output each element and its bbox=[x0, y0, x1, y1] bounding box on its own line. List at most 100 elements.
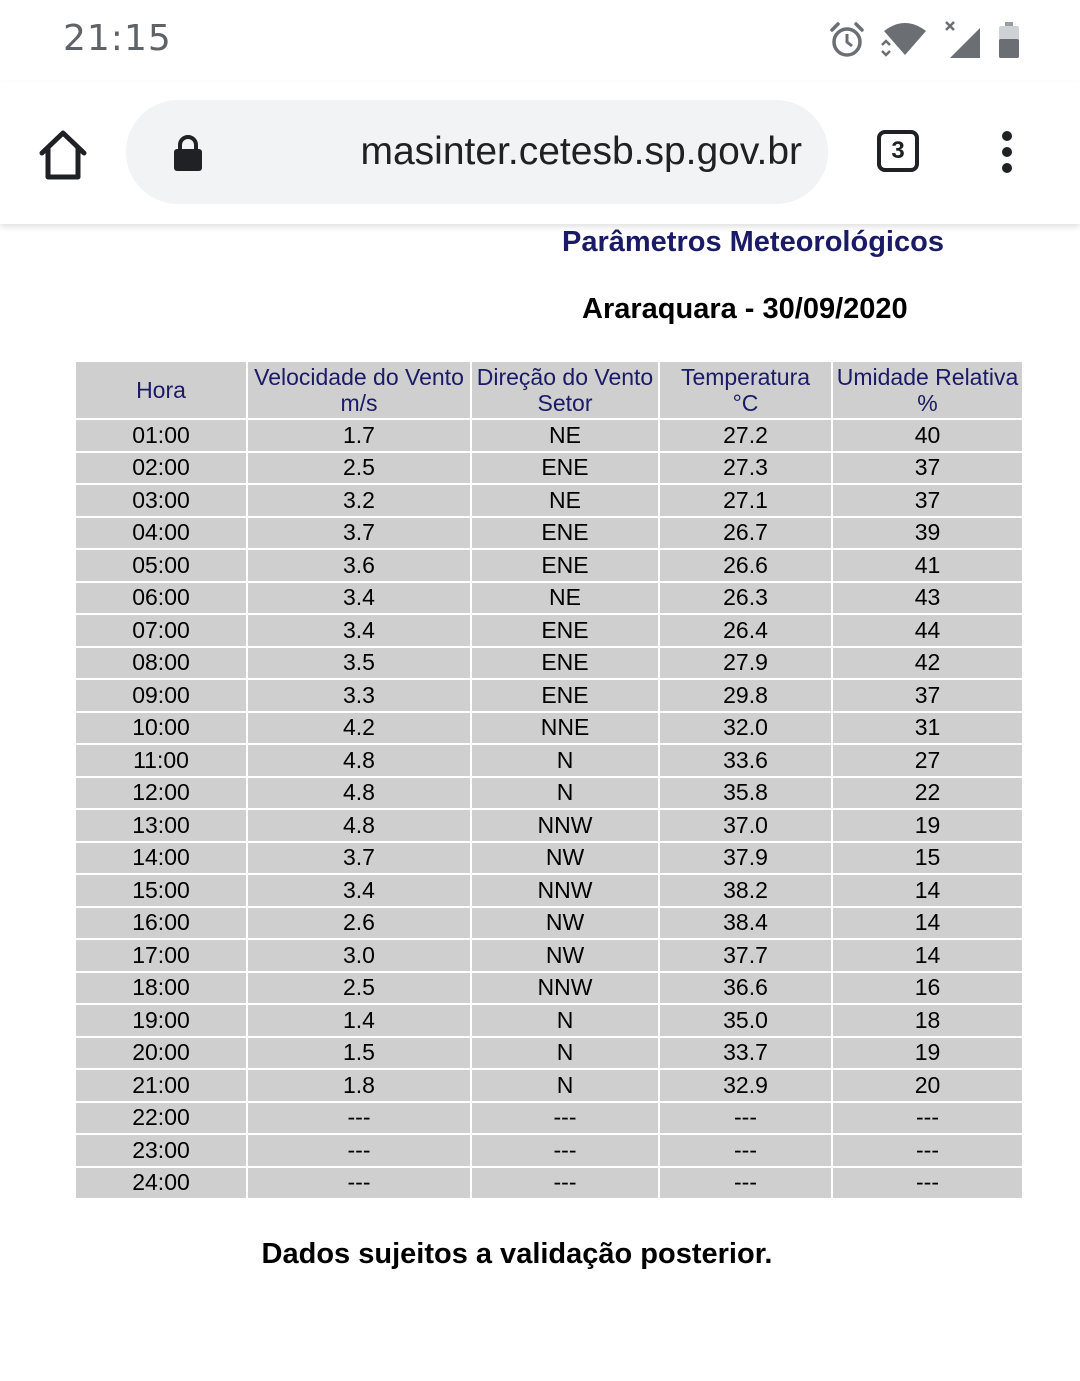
table-cell-wind-direction: N bbox=[472, 1005, 658, 1036]
table-cell-wind-direction: ENE bbox=[472, 452, 658, 483]
table-cell-temperature: 27.9 bbox=[660, 647, 831, 678]
table-cell-temperature: 38.4 bbox=[660, 907, 831, 938]
table-cell-relative-humidity: 14 bbox=[833, 907, 1022, 938]
table-row: 23:00 --- --- --- --- bbox=[76, 1135, 1022, 1166]
table-row: 21:00 1.8 N 32.9 20 bbox=[76, 1070, 1022, 1101]
column-header-label: Velocidade do Vento bbox=[254, 364, 464, 390]
table-cell-relative-humidity: 16 bbox=[833, 972, 1022, 1003]
table-cell-wind-speed: 1.7 bbox=[248, 420, 470, 451]
table-cell-wind-direction: N bbox=[472, 777, 658, 808]
table-cell-relative-humidity: 31 bbox=[833, 712, 1022, 743]
column-header-label: Umidade Relativa bbox=[836, 364, 1019, 390]
table-cell-hora: 01:00 bbox=[76, 420, 246, 451]
table-cell-wind-speed: 3.4 bbox=[248, 582, 470, 613]
column-header-wind-direction: Direção do Vento Setor bbox=[472, 362, 658, 418]
table-cell-hora: 07:00 bbox=[76, 615, 246, 646]
status-bar: 21:15 bbox=[0, 0, 1080, 82]
page-title: Parâmetros Meteorológicos bbox=[562, 226, 944, 258]
table-cell-hora: 20:00 bbox=[76, 1037, 246, 1068]
table-cell-hora: 06:00 bbox=[76, 582, 246, 613]
table-cell-hora: 24:00 bbox=[76, 1167, 246, 1198]
table-cell-wind-speed: 4.8 bbox=[248, 777, 470, 808]
overflow-menu-button[interactable] bbox=[990, 130, 1024, 176]
table-cell-wind-speed: 1.4 bbox=[248, 1005, 470, 1036]
table-cell-hora: 04:00 bbox=[76, 517, 246, 548]
table-row: 06:00 3.4 NE 26.3 43 bbox=[76, 582, 1022, 613]
table-cell-hora: 17:00 bbox=[76, 940, 246, 971]
table-cell-hora: 14:00 bbox=[76, 842, 246, 873]
cell-signal-icon bbox=[944, 20, 984, 60]
table-cell-relative-humidity: --- bbox=[833, 1102, 1022, 1133]
table-cell-temperature: 27.3 bbox=[660, 452, 831, 483]
table-cell-temperature: 27.2 bbox=[660, 420, 831, 451]
column-header-label: Hora bbox=[136, 377, 186, 403]
url-value: sistemasinter.cetesb.sp.gov.br bbox=[362, 130, 802, 173]
table-row: 01:00 1.7 NE 27.2 40 bbox=[76, 420, 1022, 451]
table-cell-wind-speed: 3.2 bbox=[248, 485, 470, 516]
table-row: 22:00 --- --- --- --- bbox=[76, 1102, 1022, 1133]
tab-switcher-button[interactable]: 3 bbox=[877, 130, 919, 172]
table-cell-relative-humidity: 42 bbox=[833, 647, 1022, 678]
table-cell-hora: 22:00 bbox=[76, 1102, 246, 1133]
table-cell-wind-speed: 4.8 bbox=[248, 745, 470, 776]
home-button[interactable] bbox=[34, 127, 92, 183]
column-header-hora: Hora bbox=[76, 362, 246, 418]
table-cell-temperature: 33.6 bbox=[660, 745, 831, 776]
table-cell-wind-speed: 1.8 bbox=[248, 1070, 470, 1101]
table-row: 16:00 2.6 NW 38.4 14 bbox=[76, 907, 1022, 938]
table-row: 18:00 2.5 NNW 36.6 16 bbox=[76, 972, 1022, 1003]
table-cell-wind-direction: --- bbox=[472, 1135, 658, 1166]
column-header-unit: °C bbox=[732, 390, 759, 416]
table-cell-wind-direction: ENE bbox=[472, 647, 658, 678]
table-cell-wind-direction: N bbox=[472, 745, 658, 776]
table-cell-temperature: 29.8 bbox=[660, 680, 831, 711]
url-text[interactable]: sistemasinter.cetesb.sp.gov.br bbox=[362, 100, 802, 204]
table-cell-relative-humidity: 20 bbox=[833, 1070, 1022, 1101]
lock-icon bbox=[174, 135, 202, 171]
table-cell-hora: 02:00 bbox=[76, 452, 246, 483]
table-cell-relative-humidity: 43 bbox=[833, 582, 1022, 613]
table-cell-hora: 10:00 bbox=[76, 712, 246, 743]
table-row: 08:00 3.5 ENE 27.9 42 bbox=[76, 647, 1022, 678]
table-cell-wind-speed: 3.7 bbox=[248, 842, 470, 873]
column-header-label: Direção do Vento bbox=[476, 364, 654, 390]
table-cell-wind-direction: NNW bbox=[472, 875, 658, 906]
table-row: 15:00 3.4 NNW 38.2 14 bbox=[76, 875, 1022, 906]
table-cell-relative-humidity: 41 bbox=[833, 550, 1022, 581]
browser-toolbar: sistemasinter.cetesb.sp.gov.br 3 bbox=[0, 82, 1080, 224]
address-bar[interactable]: sistemasinter.cetesb.sp.gov.br bbox=[126, 100, 828, 204]
table-cell-relative-humidity: 18 bbox=[833, 1005, 1022, 1036]
column-header-relative-humidity: Umidade Relativa% bbox=[833, 362, 1022, 418]
table-cell-hora: 09:00 bbox=[76, 680, 246, 711]
table-cell-wind-speed: 4.8 bbox=[248, 810, 470, 841]
table-cell-relative-humidity: 37 bbox=[833, 680, 1022, 711]
table-row: 13:00 4.8 NNW 37.0 19 bbox=[76, 810, 1022, 841]
table-cell-temperature: 27.1 bbox=[660, 485, 831, 516]
table-cell-relative-humidity: 19 bbox=[833, 1037, 1022, 1068]
table-cell-temperature: 37.7 bbox=[660, 940, 831, 971]
table-cell-hora: 11:00 bbox=[76, 745, 246, 776]
table-cell-wind-direction: N bbox=[472, 1070, 658, 1101]
table-cell-relative-humidity: 27 bbox=[833, 745, 1022, 776]
table-cell-hora: 03:00 bbox=[76, 485, 246, 516]
station-date-title: Araraquara - 30/09/2020 bbox=[582, 293, 908, 325]
table-cell-wind-direction: NE bbox=[472, 420, 658, 451]
table-cell-wind-speed: 1.5 bbox=[248, 1037, 470, 1068]
table-cell-relative-humidity: 37 bbox=[833, 485, 1022, 516]
table-row: 12:00 4.8 N 35.8 22 bbox=[76, 777, 1022, 808]
alarm-icon bbox=[828, 21, 866, 59]
status-icons bbox=[828, 20, 1020, 60]
table-cell-wind-speed: 3.5 bbox=[248, 647, 470, 678]
table-cell-wind-speed: 2.5 bbox=[248, 972, 470, 1003]
table-cell-temperature: --- bbox=[660, 1167, 831, 1198]
column-header-label: Temperatura bbox=[680, 364, 811, 390]
table-cell-wind-speed: 4.2 bbox=[248, 712, 470, 743]
table-cell-wind-direction: NNE bbox=[472, 712, 658, 743]
table-cell-temperature: 26.7 bbox=[660, 517, 831, 548]
table-cell-relative-humidity: 39 bbox=[833, 517, 1022, 548]
table-cell-relative-humidity: 19 bbox=[833, 810, 1022, 841]
table-cell-wind-direction: NW bbox=[472, 842, 658, 873]
table-cell-wind-speed: --- bbox=[248, 1135, 470, 1166]
table-header-row: Hora Velocidade do Vento m/s Direção do Ven… bbox=[76, 362, 1022, 418]
column-header-wind-speed: Velocidade do Vento m/s bbox=[248, 362, 470, 418]
